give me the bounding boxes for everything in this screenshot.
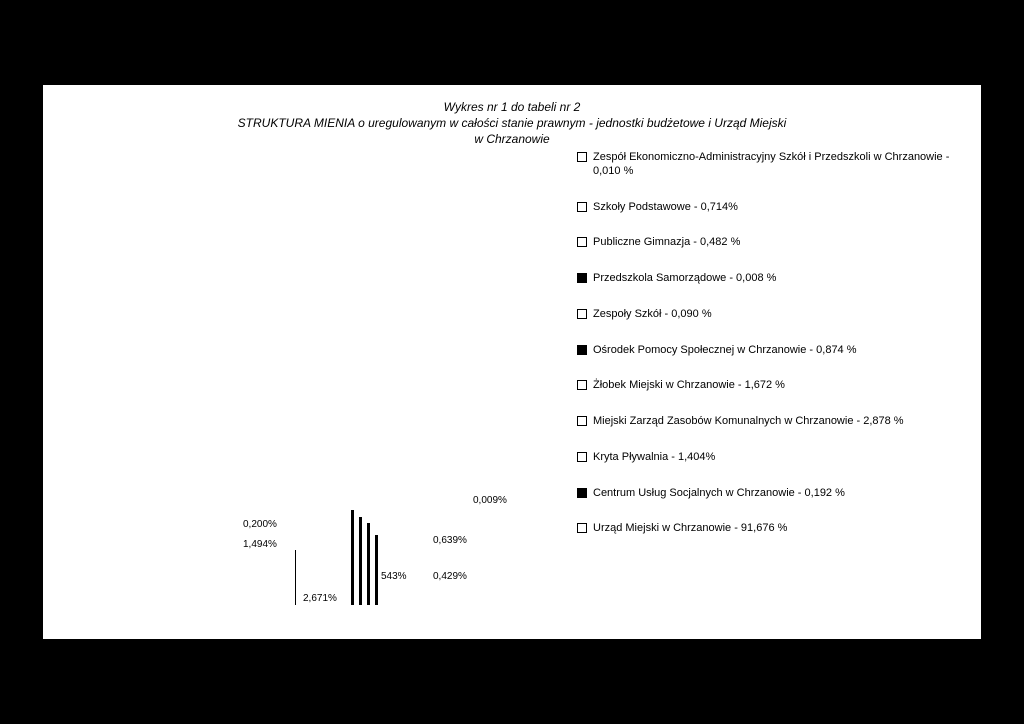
legend-item: Miejski Zarząd Zasobów Komunalnych w Chr… — [577, 415, 957, 429]
legend-swatch — [577, 273, 587, 283]
chart-label: 2,671% — [303, 593, 337, 604]
legend-swatch — [577, 523, 587, 533]
legend-item: Przedszkola Samorządowe - 0,008 % — [577, 272, 957, 286]
legend-label: Miejski Zarząd Zasobów Komunalnych w Chr… — [593, 415, 904, 429]
chart-title-block: Wykres nr 1 do tabeli nr 2 STRUKTURA MIE… — [43, 99, 981, 148]
chart-label: 0,200% — [243, 519, 277, 530]
legend-item: Urząd Miejski w Chrzanowie - 91,676 % — [577, 522, 957, 536]
legend-swatch — [577, 488, 587, 498]
legend-label: Kryta Pływalnia - 1,404% — [593, 451, 715, 465]
legend-swatch — [577, 345, 587, 355]
chart-bar — [375, 535, 378, 605]
legend-label: Ośrodek Pomocy Społecznej w Chrzanowie -… — [593, 344, 857, 358]
title-line-3: w Chrzanowie — [43, 131, 981, 147]
legend-item: Żłobek Miejski w Chrzanowie - 1,672 % — [577, 379, 957, 393]
title-line-2: STRUKTURA MIENIA o uregulowanym w całośc… — [43, 115, 981, 131]
legend-label: Zespoły Szkół - 0,090 % — [593, 308, 712, 322]
chart-tick — [295, 550, 296, 605]
chart-bar — [359, 517, 362, 605]
legend-label: Centrum Usług Socjalnych w Chrzanowie - … — [593, 487, 845, 501]
page-number: 9 — [509, 668, 515, 680]
legend-swatch — [577, 452, 587, 462]
title-line-1: Wykres nr 1 do tabeli nr 2 — [43, 99, 981, 115]
legend-item: Ośrodek Pomocy Społecznej w Chrzanowie -… — [577, 344, 957, 358]
legend-label: Przedszkola Samorządowe - 0,008 % — [593, 272, 776, 286]
callout-chart: 0,200% 1,494% 2,671% 543% 0,009% 0,639% … — [243, 495, 573, 625]
chart-label: 0,429% — [433, 571, 467, 582]
chart-label: 1,494% — [243, 539, 277, 550]
chart-label: 0,009% — [473, 495, 507, 506]
chart-bar — [351, 510, 354, 605]
document-page: Wykres nr 1 do tabeli nr 2 STRUKTURA MIE… — [42, 84, 982, 640]
legend-item: Zespoły Szkół - 0,090 % — [577, 308, 957, 322]
legend-label: Urząd Miejski w Chrzanowie - 91,676 % — [593, 522, 787, 536]
legend-item: Szkoły Podstawowe - 0,714% — [577, 201, 957, 215]
legend-swatch — [577, 309, 587, 319]
legend-item: Kryta Pływalnia - 1,404% — [577, 451, 957, 465]
chart-label: 0,639% — [433, 535, 467, 546]
legend-swatch — [577, 202, 587, 212]
legend-swatch — [577, 237, 587, 247]
legend-item: Zespół Ekonomiczno-Administracyjny Szkół… — [577, 151, 957, 179]
legend-item: Publiczne Gimnazja - 0,482 % — [577, 236, 957, 250]
chart-label: 543% — [381, 571, 407, 582]
legend-swatch — [577, 416, 587, 426]
chart-bar — [367, 523, 370, 605]
legend-label: Publiczne Gimnazja - 0,482 % — [593, 236, 740, 250]
legend-label: Żłobek Miejski w Chrzanowie - 1,672 % — [593, 379, 785, 393]
legend: Zespół Ekonomiczno-Administracyjny Szkół… — [577, 151, 957, 558]
legend-label: Zespół Ekonomiczno-Administracyjny Szkół… — [593, 151, 957, 179]
legend-label: Szkoły Podstawowe - 0,714% — [593, 201, 738, 215]
legend-swatch — [577, 380, 587, 390]
legend-swatch — [577, 152, 587, 162]
legend-item: Centrum Usług Socjalnych w Chrzanowie - … — [577, 487, 957, 501]
